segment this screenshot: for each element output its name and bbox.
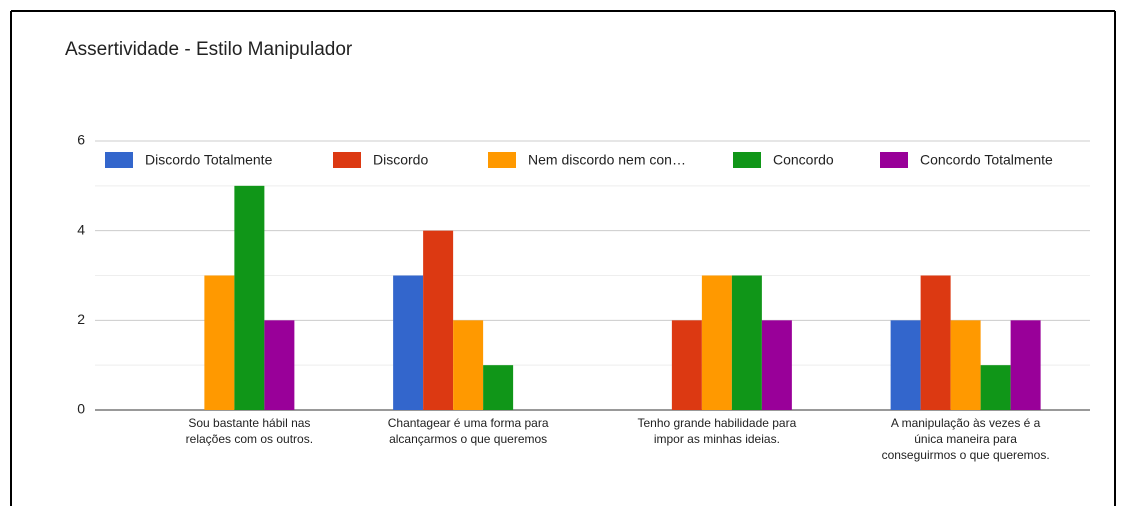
bar <box>204 275 235 410</box>
bar <box>483 365 514 410</box>
y-tick-label: 6 <box>77 132 85 148</box>
bar <box>393 275 424 410</box>
legend-label: Discordo <box>373 152 428 168</box>
legend-swatch <box>488 152 516 168</box>
bar <box>890 320 921 410</box>
bar <box>423 230 454 410</box>
bar <box>234 185 265 410</box>
x-tick-label: A manipulação às vezes é a única maneira… <box>881 416 1050 462</box>
legend-swatch <box>105 152 133 168</box>
bar <box>701 275 732 410</box>
bar <box>950 320 981 410</box>
bar <box>761 320 792 410</box>
x-tick-label: Sou bastante hábil nas relações com os o… <box>185 416 314 446</box>
bar <box>453 320 484 410</box>
x-tick-label: Tenho grande habilidade para impor as mi… <box>637 416 797 446</box>
y-tick-label: 0 <box>77 401 85 417</box>
legend-label: Nem discordo nem con… <box>528 152 686 168</box>
legend-swatch <box>733 152 761 168</box>
legend-swatch <box>333 152 361 168</box>
bar <box>980 365 1011 410</box>
y-tick-label: 4 <box>77 221 85 237</box>
bar <box>1010 320 1041 410</box>
legend-label: Discordo Totalmente <box>145 152 273 168</box>
chart-title: Assertividade - Estilo Manipulador <box>65 39 353 60</box>
bar <box>731 275 762 410</box>
x-tick-label: Chantagear é uma forma para alcançarmos … <box>387 416 549 446</box>
y-tick-label: 2 <box>77 311 85 327</box>
legend-label: Concordo Totalmente <box>920 152 1053 168</box>
bar <box>671 320 702 410</box>
bar <box>920 275 951 410</box>
legend-swatch <box>880 152 908 168</box>
legend-label: Concordo <box>773 152 834 168</box>
bar <box>264 320 295 410</box>
